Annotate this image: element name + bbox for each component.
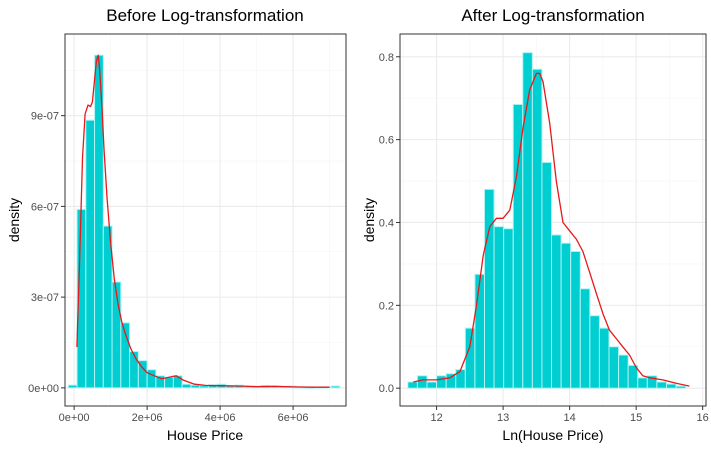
bars-after: [407, 52, 687, 389]
histogram-bar: [560, 242, 572, 389]
histogram-bar: [665, 383, 677, 389]
histogram-bar: [181, 383, 192, 389]
histogram-bar: [541, 161, 553, 389]
y-axis-label-before: density: [6, 198, 22, 242]
histogram-bar: [67, 384, 78, 389]
y-tick-label: 0.0: [379, 383, 394, 395]
x-tick-label: 12: [430, 412, 442, 424]
histogram-bar: [618, 354, 629, 389]
histogram-bar: [598, 327, 610, 389]
histogram-bar: [426, 381, 438, 389]
histogram-bar: [503, 228, 514, 389]
panel-title-before: Before Log-transformation: [106, 6, 304, 25]
histogram-bar: [637, 377, 648, 389]
histogram-bar: [436, 375, 447, 389]
y-axis-label-after: density: [361, 198, 377, 242]
x-axis-label-after: Ln(House Price): [502, 427, 603, 443]
after-log-panel: After Log-transformation 12 13 14 15 16 0.00…: [361, 6, 709, 443]
y-ticks-before: 0e+00 3e-07 6e-07 9e-07: [28, 111, 65, 395]
histogram-bar: [330, 385, 341, 389]
histogram-bar: [129, 351, 139, 389]
histogram-bar: [675, 385, 687, 389]
histogram-bar: [85, 119, 96, 389]
density-curve-after: [413, 72, 690, 387]
histogram-bar: [416, 375, 428, 389]
y-tick-label: 6e-07: [31, 201, 59, 213]
histogram-bar: [190, 384, 201, 389]
y-tick-label: 0.8: [379, 52, 394, 64]
x-tick-label: 13: [497, 412, 509, 424]
before-log-panel: Before Log-transformation 0e+00 2e+06 4e+0…: [6, 6, 347, 443]
x-tick-label: 6e+06: [278, 412, 309, 424]
density-line: [76, 54, 330, 388]
y-tick-label: 0e+00: [28, 383, 59, 395]
x-tick-label: 16: [697, 412, 709, 424]
histogram-bar: [146, 369, 157, 389]
histogram-bar: [455, 369, 466, 389]
histogram-bar: [172, 375, 183, 389]
x-tick-label: 15: [630, 412, 642, 424]
histogram-bar: [551, 234, 562, 389]
histogram-bar: [531, 68, 543, 389]
x-tick-label: 14: [564, 412, 576, 424]
histogram-bar: [512, 103, 524, 389]
histogram-bar: [445, 373, 457, 389]
density-curve-before: [76, 54, 330, 388]
panel-border-before: [64, 33, 347, 407]
histogram-bar: [483, 188, 495, 389]
histogram-bar: [589, 315, 600, 389]
y-ticks-after: 0.0 0.2 0.4 0.6 0.8: [379, 52, 400, 395]
x-tick-label: 2e+06: [132, 412, 163, 424]
x-tick-label: 0e+00: [59, 412, 90, 424]
histogram-bar: [407, 381, 418, 389]
histogram-bar: [164, 376, 174, 389]
x-axis-label-before: House Price: [167, 427, 243, 443]
x-ticks-before: 0e+00 2e+06 4e+06 6e+06: [59, 406, 309, 424]
y-tick-label: 0.4: [379, 217, 394, 229]
histogram-bar: [493, 226, 505, 389]
panel-title-after: After Log-transformation: [461, 6, 644, 25]
panel-border-after: [399, 33, 707, 407]
x-ticks-after: 12 13 14 15 16: [430, 406, 709, 424]
x-tick-label: 4e+06: [205, 412, 236, 424]
y-tick-label: 0.6: [379, 135, 394, 147]
histogram-bar: [627, 364, 639, 389]
histogram-bar: [464, 327, 476, 389]
y-tick-label: 0.2: [379, 300, 394, 312]
y-tick-label: 3e-07: [31, 292, 59, 304]
histogram-bar: [474, 273, 485, 389]
y-tick-label: 9e-07: [31, 111, 59, 123]
histogram-bar: [94, 54, 104, 389]
density-line: [413, 72, 690, 387]
histogram-bar: [570, 250, 581, 389]
histogram-bar: [579, 288, 591, 389]
histogram-bar: [656, 381, 667, 389]
histogram-bar: [608, 346, 620, 389]
